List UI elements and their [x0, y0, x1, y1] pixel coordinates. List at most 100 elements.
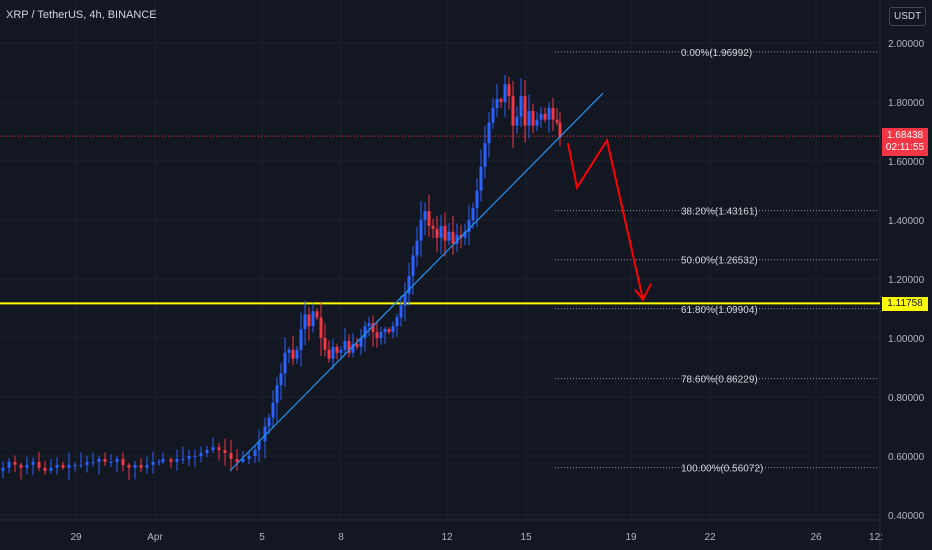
candle-body: [551, 107, 555, 120]
support-level-tag: 1.11758: [882, 297, 928, 311]
candle-body: [161, 458, 165, 462]
candle-body: [287, 349, 291, 353]
candle-body: [283, 352, 287, 374]
y-tick-label: 1.80000: [888, 98, 925, 109]
candle-body: [535, 119, 539, 126]
candle-body: [157, 461, 161, 463]
y-tick-label: 2.00000: [888, 39, 925, 50]
candle-body: [97, 458, 101, 462]
horizontal-levels: [0, 135, 880, 305]
candle-body: [483, 143, 487, 167]
y-tick-label: 0.40000: [888, 511, 925, 522]
candles: [1, 75, 562, 481]
candle-body: [379, 332, 383, 338]
candle-body: [387, 329, 391, 333]
candle-body: [85, 461, 89, 465]
candle-body: [343, 340, 347, 350]
last-price-tag: 1.68438 02:11:55: [882, 128, 928, 156]
projection-arrowhead: [634, 283, 652, 302]
candle-body: [399, 305, 403, 318]
candle-body: [315, 311, 319, 318]
candle-body: [25, 464, 29, 468]
candle-body: [435, 228, 439, 238]
candle-body: [347, 340, 351, 353]
candle-body: [419, 220, 423, 241]
projection-path: [567, 137, 644, 300]
y-tick-label: 1.00000: [888, 334, 925, 345]
candle-body: [109, 461, 113, 463]
candle-body: [37, 461, 41, 468]
candle-body: [431, 225, 435, 229]
x-tick-label: 12:: [869, 532, 883, 543]
x-tick-label: 8: [338, 532, 344, 543]
candle-body: [499, 99, 503, 102]
candle-body: [547, 107, 551, 120]
candle-body: [519, 96, 523, 117]
candle-body: [471, 208, 475, 220]
candle-body: [217, 447, 221, 451]
candle-body: [455, 234, 459, 244]
candle-body: [391, 326, 395, 333]
candle-body: [49, 467, 53, 471]
candle-body: [139, 464, 143, 468]
candle-body: [375, 332, 379, 338]
candle-body: [443, 225, 447, 241]
x-tick-label: 5: [259, 532, 265, 543]
y-tick-label: 1.20000: [888, 275, 925, 286]
y-tick-label: 1.60000: [888, 157, 925, 168]
candle-body: [407, 276, 411, 294]
candle-body: [73, 464, 77, 466]
candle-body: [271, 402, 275, 418]
last-price-value: 1.68438: [886, 130, 924, 141]
candle-body: [253, 450, 257, 456]
y-tick-label: 0.60000: [888, 452, 925, 463]
candle-body: [467, 220, 471, 232]
candle-body: [515, 116, 519, 126]
x-tick-label: Apr: [147, 532, 163, 543]
candle-body: [91, 461, 95, 463]
candle-body: [319, 317, 323, 338]
candle-body: [175, 458, 179, 462]
fib-level-label: 100.00%(0.56072): [681, 464, 763, 475]
candle-body: [299, 329, 303, 350]
candle-body: [307, 314, 311, 327]
drawings: [229, 92, 652, 472]
candle-body: [427, 211, 431, 226]
x-tick-label: 12: [441, 532, 453, 543]
candle-body: [523, 96, 527, 126]
candle-body: [403, 293, 407, 306]
candle-body: [1, 467, 5, 471]
candle-body: [558, 122, 562, 138]
candle-body: [479, 166, 483, 191]
candle-body: [103, 458, 107, 462]
x-tick-label: 22: [704, 532, 716, 543]
x-tick-label: 19: [625, 532, 637, 543]
y-tick-label: 0.80000: [888, 393, 925, 404]
x-tick-label: 15: [520, 532, 532, 543]
candle-body: [115, 458, 119, 462]
candle-body: [19, 464, 23, 468]
candle-body: [43, 467, 47, 471]
candle-body: [169, 458, 173, 462]
candle-body: [511, 96, 515, 126]
candle-body: [61, 464, 65, 468]
candle-body: [415, 240, 419, 256]
candle-body: [267, 417, 271, 427]
candle-body: [79, 464, 83, 466]
currency-button[interactable]: USDT: [889, 7, 927, 26]
candle-body: [355, 343, 359, 347]
x-tick-label: 29: [70, 532, 82, 543]
candle-body: [235, 458, 239, 462]
candle-body: [279, 373, 283, 386]
candle-body: [311, 311, 315, 327]
candle-body: [151, 461, 155, 465]
candle-body: [223, 450, 227, 454]
candle-body: [531, 110, 535, 126]
candle-body: [367, 323, 371, 327]
fib-level-label: 61.80%(1.09904): [681, 305, 758, 316]
candle-body: [363, 326, 367, 338]
candle-body: [247, 456, 251, 459]
candle-body: [275, 385, 279, 403]
candle-body: [383, 329, 387, 333]
